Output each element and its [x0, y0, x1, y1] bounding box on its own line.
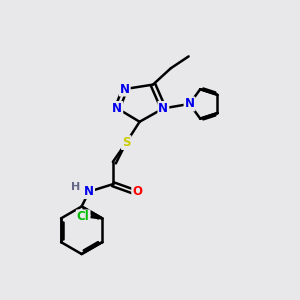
- Text: S: S: [122, 136, 130, 149]
- Text: Cl: Cl: [77, 210, 90, 224]
- Text: H: H: [71, 182, 80, 192]
- Text: N: N: [158, 102, 168, 115]
- Text: O: O: [132, 185, 142, 198]
- Text: N: N: [112, 102, 122, 115]
- Text: N: N: [120, 82, 130, 96]
- Text: N: N: [84, 185, 94, 198]
- Text: N: N: [184, 98, 194, 110]
